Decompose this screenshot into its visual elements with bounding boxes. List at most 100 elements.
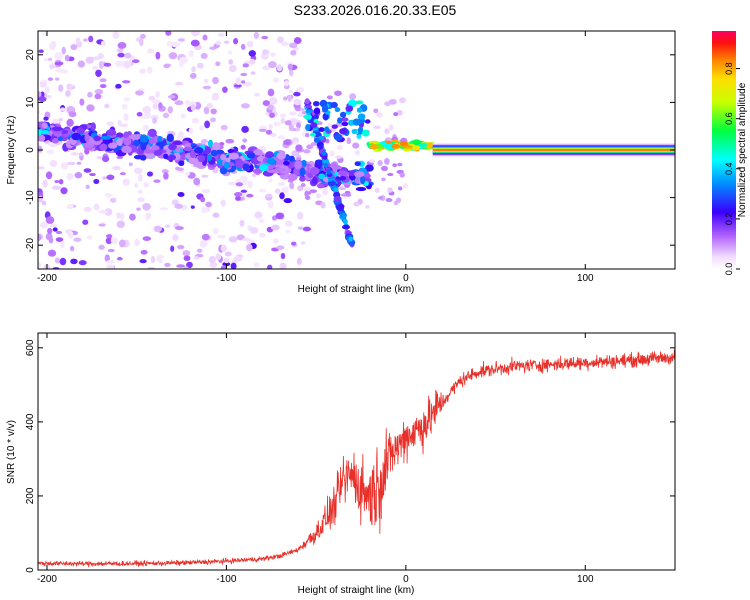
spectrogram-cell [60,129,69,135]
spectrogram-cell [374,187,380,193]
spectrogram-cell [289,42,298,49]
spectrogram-cell [240,72,248,77]
figure-title: S233.2026.016.20.33.E05 [293,2,457,18]
spectrogram-cell [276,151,287,160]
spectrogram-cell [312,101,320,107]
spectrogram-cell [129,213,136,221]
spectrogram-cell [73,237,82,242]
spectrogram-cell [196,248,203,253]
spectrogram-cell [88,35,94,43]
spectrogram-cell [333,195,342,202]
colorbar-tick-label: 0.6 [724,112,734,125]
spectrogram-cell [47,249,57,257]
spectrogram-cell [60,161,69,170]
spectrogram-cell [54,61,64,66]
spectrogram-cell [70,258,78,265]
spectrogram-cell [349,93,357,101]
spectrogram-cell [253,31,260,39]
spectrogram-cell [275,212,284,220]
spectrogram-cell [55,77,60,81]
spectrogram-cell [378,196,383,200]
spectrogram-cell [38,261,42,269]
spectrogram-cell [123,113,129,122]
spectrogram-cell [384,128,390,135]
spectrogram-cell [175,167,184,171]
spectrogram-cell [122,80,131,84]
spectrogram-cell [300,108,305,112]
spectrogram-cell [210,108,217,115]
spectrogram-cell [309,189,318,194]
spectrogram-cell [121,145,133,154]
spectrogram-cell [284,220,293,227]
spectrogram-cell [121,103,128,110]
spectrogram-cell [110,237,118,245]
spectrogram-cell [152,117,157,124]
spectrogram-cell [166,41,173,47]
spectrogram-cell [354,161,361,167]
spectrogram-cell [217,234,226,239]
spectrogram-cell [135,90,144,96]
spectrogram-cell [159,207,169,211]
spectrogram-cell [148,95,156,101]
spectrogram-cell [235,195,241,201]
spectrogram-cell [98,210,108,214]
spectrogram-cell [288,124,294,132]
spectrogram-cell [66,203,74,210]
spectrogram-cell [304,98,310,105]
spectrogram-cell [205,207,211,213]
spectrogram-cell [258,188,267,193]
spectrogram-cell [201,174,209,178]
spectrogram-cell [334,107,341,113]
spectrogram-cell [120,212,125,221]
spectrogram-cell [139,38,144,47]
snr-panel: -200 -100 0 100 0 200 400 600 Height of straig… [6,332,676,596]
spectrogram-cell [50,40,57,49]
spectrogram-cell [242,177,248,186]
spectrogram-cell [153,225,162,233]
spectrogram-cell [262,65,270,71]
spectrogram-cell [126,131,133,136]
spectrogram-cell [259,164,269,172]
spectrogram-cell [300,177,306,182]
spectrogram-cell [288,69,294,77]
spectrogram-cell [309,167,320,175]
spectrogram-cell [118,239,126,248]
spectrogram-cell [117,52,125,58]
spectrogram-cell [104,103,110,109]
y-tick-label: 20 [25,49,36,61]
spectrogram-cell [47,77,54,81]
spectrogram-cell [225,138,235,144]
spectrogram-cell [191,66,196,73]
snr-x-axis: -200 -100 0 100 [37,333,594,585]
spectrogram-cell [321,151,327,156]
spectrogram-cell [147,128,157,137]
spectrogram-cell [161,169,169,174]
spectrogram-cell [93,178,100,184]
spectrogram-cell [186,261,193,269]
spectrogram-cell [144,149,155,154]
spectrogram-cell [276,64,283,72]
spectrogram-cell [277,135,285,140]
spectrogram-cell [43,116,49,121]
spectrogram-cell [48,237,54,244]
spectrogram-cell [46,149,54,155]
spectrogram-cell [368,159,376,163]
spectrogram-cell [373,108,379,114]
spectrogram-cell [158,102,163,109]
spectrogram-cell [175,147,181,153]
spectrogram-cell [200,52,208,59]
spectrogram-cell [199,125,205,131]
spectrogram-cell [253,262,260,268]
spectrogram-cell [182,250,191,257]
snr-frame [37,332,676,571]
x-tick-label: -200 [37,273,57,284]
y-tick-label: 400 [25,413,36,430]
spectrogram-cell [399,172,405,178]
spectrogram-cell [227,50,233,55]
spectrogram-cell [270,224,280,231]
x-tick-label: 0 [403,273,409,284]
spectrogram-cell [303,149,311,154]
spectrogram-cell [230,262,237,269]
spectrogram-cell [240,144,246,150]
